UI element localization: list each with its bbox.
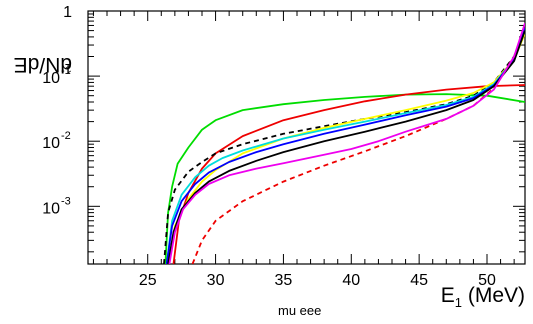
y-tick-label: 10: [42, 135, 60, 152]
x-tick-label: 50: [478, 272, 496, 289]
x-tick-label: 30: [207, 272, 225, 289]
y-tick-label-exponent: -1: [61, 65, 71, 77]
plot-frame: [87, 10, 526, 265]
y-tick-label: 10: [42, 70, 60, 87]
y-tick-label: 1: [63, 4, 72, 21]
series-line-6: [165, 30, 525, 264]
x-tick-label: 25: [139, 272, 157, 289]
series-line-5: [167, 33, 525, 264]
y-tick-label-exponent: -3: [61, 195, 71, 207]
x-axis-label-sub: 1: [454, 295, 462, 310]
x-tick-label: 40: [342, 272, 360, 289]
plot-caption: mu eee: [278, 303, 322, 318]
series-line-4: [191, 27, 525, 264]
y-tick-label: 10: [42, 200, 60, 217]
x-axis-label-main: E: [440, 284, 455, 307]
y-axis-label: dN/dE 1: [2, 6, 72, 116]
series-line-9: [168, 22, 525, 264]
series-line-2: [172, 84, 525, 264]
series-line-3: [163, 30, 525, 264]
x-tick-label: 35: [275, 272, 293, 289]
y-axis-label-sub: 1: [64, 61, 72, 76]
data-curves: [163, 22, 525, 264]
series-line-8: [167, 30, 525, 264]
y-tick-label-exponent: -2: [61, 130, 71, 142]
series-line-7: [165, 27, 525, 264]
series-line-1: [164, 93, 525, 264]
x-axis-label: E1 (MeV): [441, 284, 525, 310]
x-axis-label-unit: (MeV): [462, 284, 525, 307]
y-axis-label-main: dN/dE: [13, 53, 72, 76]
x-tick-label: 45: [410, 272, 428, 289]
